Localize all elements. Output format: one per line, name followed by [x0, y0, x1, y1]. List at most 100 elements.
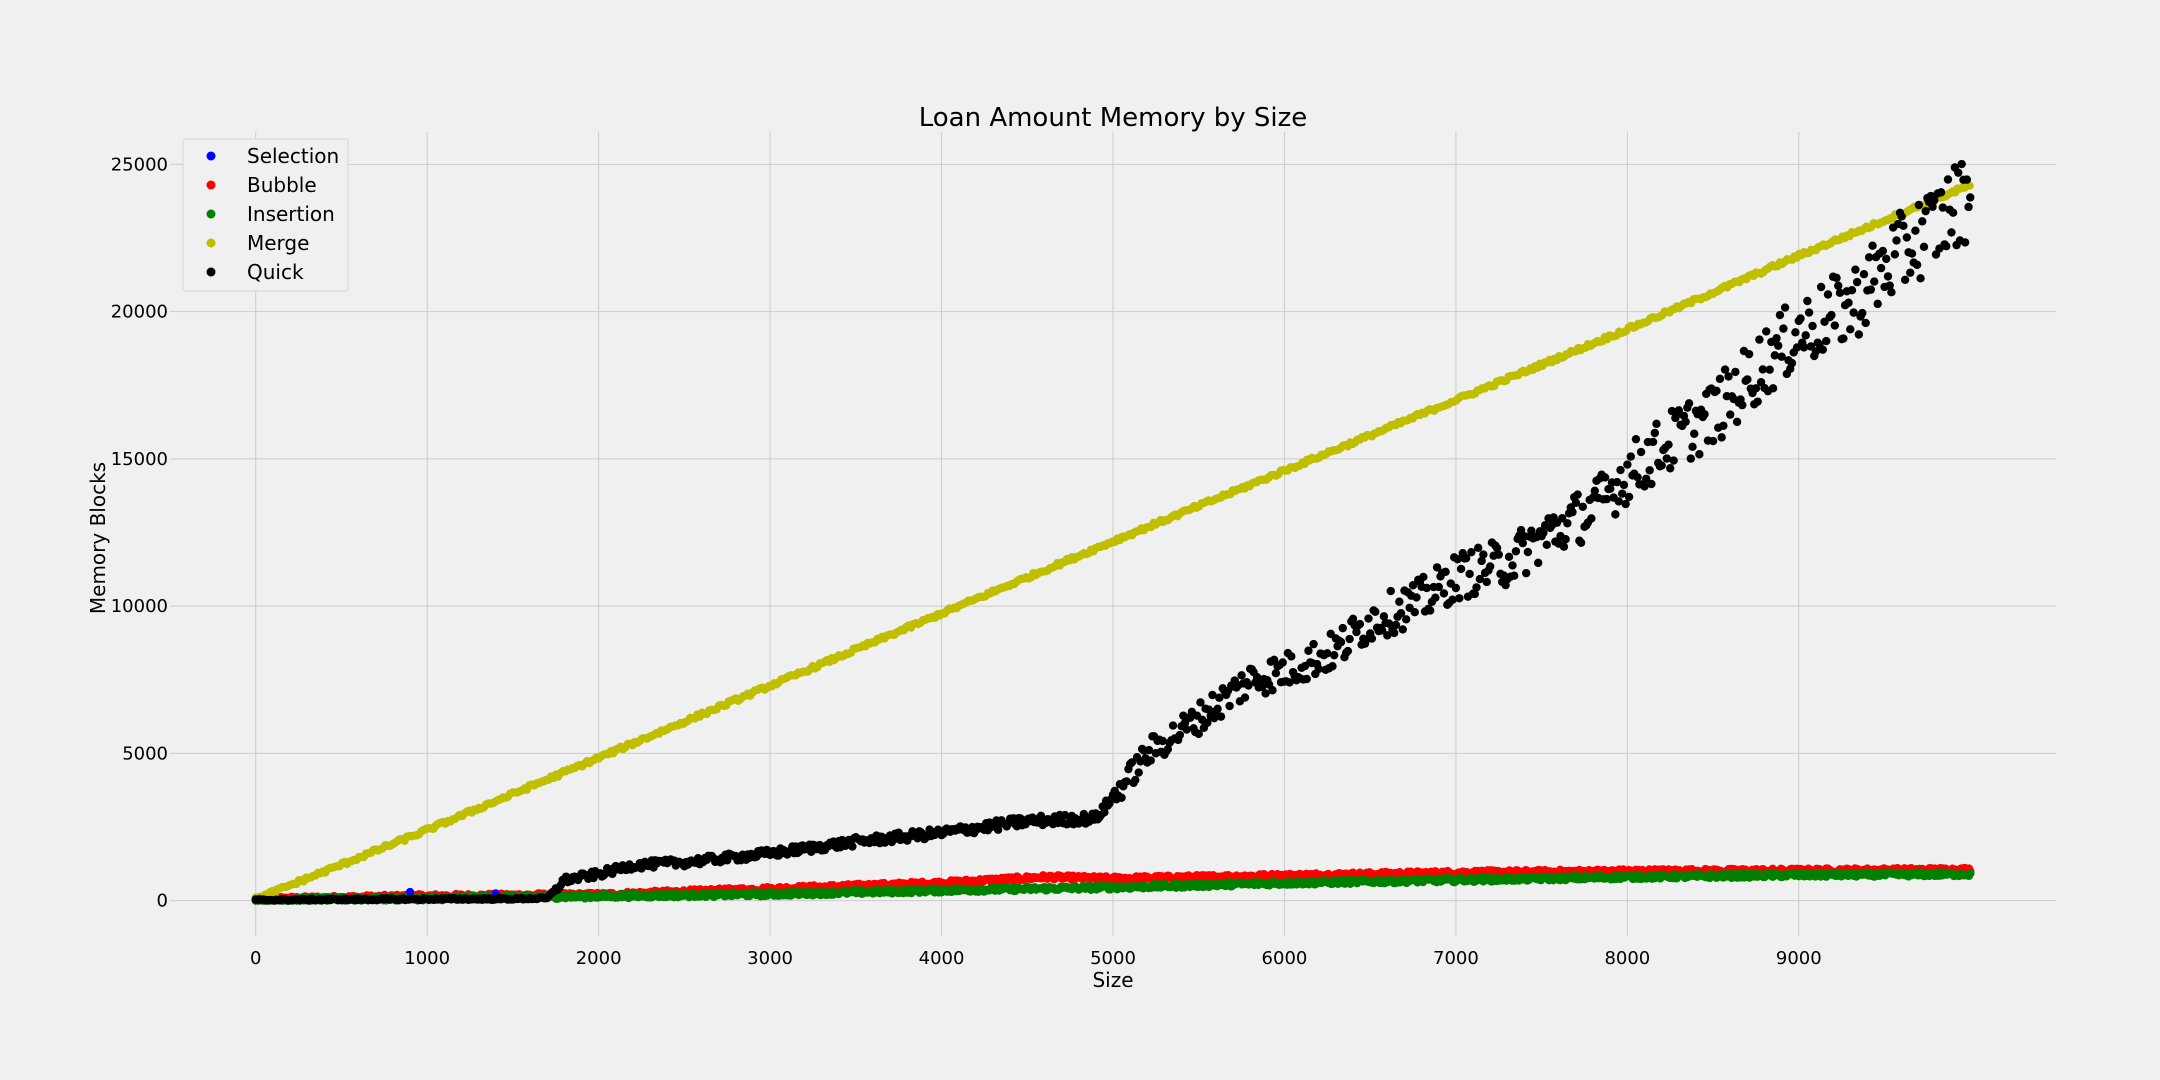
point-quick [1456, 564, 1466, 574]
point-quick [1287, 652, 1296, 661]
point-quick [1859, 269, 1869, 279]
point-quick [1724, 372, 1733, 381]
x-tick-label: 6000 [1262, 948, 1308, 969]
point-quick [1906, 268, 1915, 277]
point-quick [1568, 507, 1577, 517]
point-quick [1690, 429, 1699, 438]
point-quick [1652, 419, 1661, 429]
x-tick-label: 9000 [1776, 948, 1822, 969]
x-tick-label: 0 [250, 948, 261, 969]
point-quick [1309, 639, 1318, 649]
point-quick [1774, 341, 1783, 350]
point-quick [1657, 461, 1666, 470]
point-quick [848, 842, 857, 851]
point-quick [1623, 460, 1632, 469]
point-quick [1573, 490, 1582, 499]
point-quick [1576, 538, 1586, 547]
point-quick [1834, 281, 1843, 290]
point-quick [1472, 583, 1481, 592]
point-quick [1681, 417, 1690, 426]
point-quick [1858, 308, 1867, 318]
point-quick [1816, 282, 1826, 292]
point-quick [1839, 334, 1848, 343]
point-quick [1441, 567, 1450, 577]
point-quick [1225, 701, 1234, 711]
point-quick [1890, 250, 1900, 259]
point-quick [1117, 793, 1126, 802]
point-quick [1539, 528, 1548, 537]
point-quick [1948, 208, 1958, 217]
x-tick-label: 3000 [747, 948, 793, 969]
point-quick [1900, 275, 1910, 285]
point-quick [1818, 345, 1828, 354]
legend: Selection Bubble Insertion Merge Quick [182, 138, 349, 292]
point-selection [406, 887, 415, 896]
point-quick [1726, 410, 1735, 419]
point-quick [1907, 249, 1917, 258]
point-quick [1796, 314, 1805, 323]
point-quick [1134, 768, 1143, 777]
legend-marker-merge [206, 238, 216, 248]
point-quick [1743, 375, 1752, 384]
point-quick [1633, 473, 1642, 482]
point-quick [1765, 365, 1774, 374]
point-quick [1964, 202, 1973, 212]
point-quick [1168, 721, 1178, 730]
point-quick [1439, 589, 1449, 598]
point-quick [1237, 671, 1246, 680]
point-quick [1700, 410, 1709, 419]
point-quick [1787, 358, 1797, 368]
point-quick [1355, 619, 1365, 629]
point-quick [1240, 693, 1250, 702]
x-tick-label: 2000 [576, 948, 622, 969]
point-quick [1918, 217, 1927, 226]
point-quick [1389, 628, 1399, 638]
legend-label-quick: Quick [247, 260, 304, 284]
point-quick [1892, 236, 1901, 245]
point-quick [1522, 568, 1531, 578]
point-quick [1523, 547, 1533, 557]
point-quick [1479, 550, 1488, 559]
point-quick [1846, 325, 1855, 334]
point-quick [1624, 492, 1634, 502]
point-quick [1731, 367, 1740, 377]
point-quick [1175, 730, 1185, 740]
point-quick [1791, 328, 1800, 337]
point-quick [1600, 473, 1610, 482]
point-quick [1343, 646, 1353, 656]
point-quick [1911, 226, 1920, 235]
y-tick-label: 25000 [111, 154, 168, 175]
point-quick [1768, 384, 1778, 393]
point-quick [1684, 399, 1694, 408]
point-quick [1542, 540, 1551, 550]
point-quick [1712, 386, 1721, 395]
point-quick [1870, 277, 1879, 286]
point-quick [1578, 502, 1587, 511]
point-quick [1398, 625, 1407, 634]
point-quick [1648, 437, 1658, 447]
point-quick [1590, 486, 1599, 495]
point-quick [1364, 614, 1373, 623]
point-quick [1268, 686, 1277, 695]
point-quick [1425, 606, 1435, 615]
point-quick [1947, 228, 1956, 237]
point-quick [1486, 562, 1495, 571]
point-quick [1271, 669, 1281, 678]
y-tick-label: 5000 [122, 743, 168, 764]
y-tick-label: 20000 [111, 302, 168, 323]
point-quick [1755, 335, 1764, 344]
point-quick [1401, 615, 1411, 624]
point-quick [1695, 450, 1704, 459]
point-quick [1803, 296, 1812, 306]
point-quick [1587, 514, 1596, 523]
point-quick [1942, 242, 1951, 251]
point-quick [1876, 263, 1886, 273]
point-quick [1775, 310, 1785, 320]
series-quick [251, 159, 1975, 905]
x-axis-label: Size [1092, 968, 1133, 992]
point-quick [1808, 321, 1817, 331]
point-quick [1611, 510, 1620, 519]
point-quick [1473, 543, 1483, 552]
point-quick [1367, 634, 1377, 643]
